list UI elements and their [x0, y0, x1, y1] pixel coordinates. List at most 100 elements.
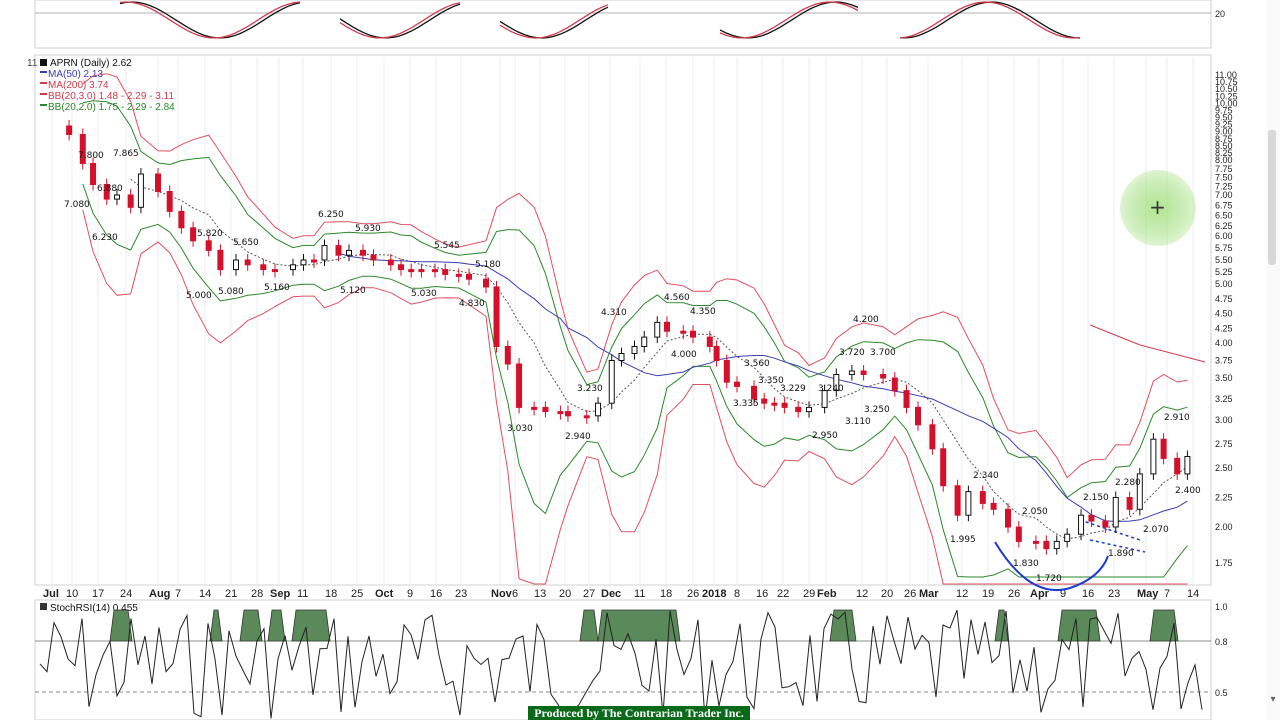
- price-xtick-label: Sep: [270, 588, 290, 600]
- candle-body: [290, 264, 296, 271]
- price-ytick-label: 8.75: [1215, 134, 1233, 144]
- candle-body: [631, 346, 638, 354]
- price-ytick-label: 7.25: [1215, 181, 1233, 191]
- candle-body: [1005, 508, 1011, 528]
- bb2-lower-line: [82, 183, 1188, 578]
- candle-body: [233, 259, 239, 271]
- price-xtick-label: 11: [634, 588, 645, 600]
- price-ytick-label: 4.75: [1215, 294, 1233, 304]
- candle-body: [664, 321, 670, 332]
- price-point-labels: 7.800 7.865 6.880 7.080 6.230 5.820 5.650 5.000…: [64, 149, 1201, 584]
- candle-body: [166, 191, 173, 212]
- scrollbar-thumb[interactable]: [1268, 130, 1276, 265]
- stochrsi-ytick-1: 1.0: [1215, 602, 1228, 612]
- price-point-label: 7.080: [64, 200, 90, 210]
- candle-body: [1174, 457, 1181, 475]
- candle-body: [833, 374, 840, 392]
- price-ytick-label: 3.25: [1215, 394, 1233, 404]
- price-point-label: 5.120: [340, 286, 366, 296]
- chart-title: APRN (Daily) 2.62: [50, 58, 132, 69]
- price-point-label: 2.280: [1115, 478, 1141, 488]
- price-xtick-label: 16: [1082, 588, 1094, 600]
- price-xtick-label: 7: [175, 588, 181, 600]
- price-xtick-label: 21: [225, 588, 237, 600]
- candle-body: [1053, 540, 1060, 550]
- ma200-line: [1089, 324, 1206, 363]
- price-xtick-label: May: [1137, 588, 1159, 600]
- price-ytick-label: 8.50: [1215, 141, 1233, 151]
- candle-body: [205, 240, 212, 251]
- price-xtick-label: 26: [1008, 588, 1020, 600]
- price-xtick-label: Apr: [1030, 588, 1050, 600]
- price-xtick-label: 12: [956, 588, 968, 600]
- candle-body: [880, 374, 887, 379]
- candle-body: [504, 346, 511, 365]
- candle-body: [531, 406, 538, 410]
- price-xtick-label: 14: [1187, 588, 1199, 600]
- price-xtick-label: 10: [66, 588, 78, 600]
- price-point-label: 5.080: [218, 287, 244, 297]
- price-xtick-label: 8: [734, 588, 740, 600]
- stochrsi-series: [39, 609, 1203, 720]
- price-xtick-label: 28: [251, 588, 263, 600]
- price-panel: [34, 54, 1212, 586]
- price-point-label: 7.800: [78, 151, 104, 161]
- candle-body: [1032, 540, 1039, 544]
- bb3-upper-line: [82, 73, 1188, 479]
- price-point-label: 1.830: [1013, 559, 1039, 569]
- stochrsi-legend-swatch: [40, 603, 47, 610]
- legend-prefix: 11: [27, 58, 38, 69]
- candle-body: [860, 370, 867, 375]
- price-point-label: 5.820: [197, 229, 223, 239]
- price-ytick-label: 10.50: [1215, 84, 1238, 94]
- price-point-label: 4.350: [690, 307, 716, 317]
- price-point-label: 2.910: [1164, 413, 1190, 423]
- price-xtick-label: 18: [325, 588, 337, 600]
- candle-body: [940, 448, 947, 487]
- price-point-label: 3.560: [744, 359, 770, 369]
- candle-body: [595, 402, 602, 417]
- price-xtick-label: 18: [660, 588, 672, 600]
- top-indicator-black-line: [499, 6, 609, 39]
- price-xtick-label: 12: [856, 588, 868, 600]
- candle-body: [335, 245, 342, 256]
- price-point-label: 5.545: [434, 241, 460, 251]
- candle-body: [360, 249, 366, 256]
- candle-body: [654, 321, 661, 338]
- candle-body: [915, 406, 921, 426]
- price-point-label: 2.070: [1143, 525, 1169, 535]
- candle-body: [178, 210, 185, 229]
- scrollbar-track[interactable]: [1266, 0, 1280, 720]
- stochrsi-overbought-fill: [209, 609, 223, 642]
- price-point-label: 2.340: [973, 471, 999, 481]
- candle-body: [1160, 438, 1167, 459]
- candle-body: [680, 330, 687, 334]
- candle-body: [418, 269, 425, 273]
- price-point-label: 3.700: [870, 348, 896, 358]
- candle-body: [641, 336, 648, 348]
- candle-body: [1064, 533, 1071, 542]
- legend-swatch-bb3: [40, 93, 47, 95]
- cursor-highlight: [1120, 170, 1196, 246]
- price-xtick-label: 11: [297, 588, 308, 600]
- candle-body: [321, 245, 328, 261]
- candle-body: [272, 269, 278, 273]
- candle-body: [979, 491, 986, 504]
- stochrsi-panel: [34, 599, 1212, 720]
- price-ytick-label: 1.75: [1215, 558, 1233, 568]
- bb-middle-line: [130, 178, 1188, 540]
- price-xtick-label: Aug: [149, 588, 170, 600]
- candle-body: [1150, 438, 1157, 475]
- stochrsi-overbought-fill: [1149, 609, 1179, 642]
- price-point-label: 6.250: [318, 210, 344, 220]
- scroll-down-icon[interactable]: ▾: [1270, 694, 1276, 705]
- candle-body: [929, 424, 936, 450]
- price-xtick-label: 19: [982, 588, 994, 600]
- price-ytick-label: 7.50: [1215, 173, 1233, 183]
- price-point-label: 3.230: [577, 384, 603, 394]
- price-candles: [66, 120, 1191, 555]
- chart-legend: 11 APRN (Daily) 2.62 MA(50) 2.13 MA(200)…: [27, 58, 175, 113]
- stochrsi-overbought-fill: [1057, 609, 1101, 642]
- price-ytick-label: 2.75: [1215, 439, 1233, 449]
